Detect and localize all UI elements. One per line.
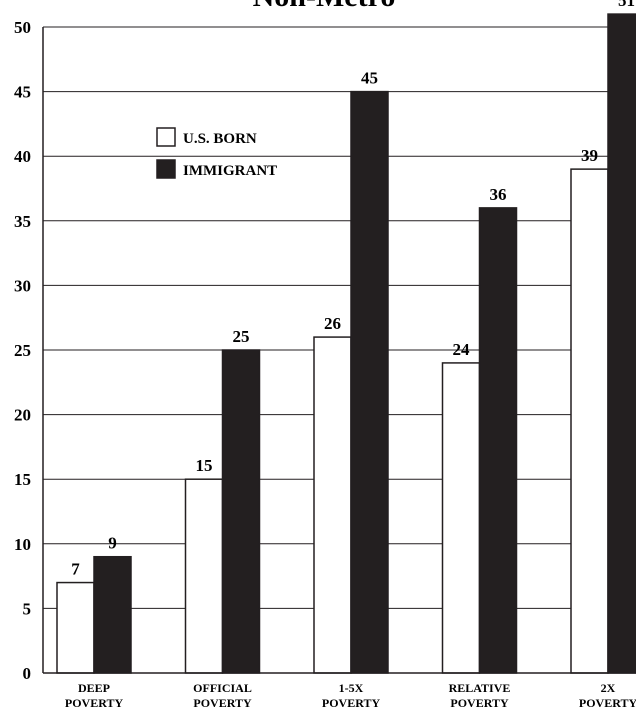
bar (93, 555, 132, 674)
bar (313, 336, 352, 674)
data-labels: 7 9 15 25 26 45 24 36 39 51 (71, 0, 635, 579)
bar (570, 168, 609, 674)
bar (221, 349, 261, 674)
bar (350, 90, 389, 674)
data-label: 9 (108, 534, 117, 553)
x-tick-label: 1-5X (339, 681, 364, 695)
bar (607, 13, 636, 674)
y-tick-label: 20 (14, 406, 31, 425)
x-tick-label: POVERTY (65, 696, 124, 710)
legend-label: IMMIGRANT (183, 163, 277, 179)
y-tick-labels: 0 5 10 15 20 25 30 35 40 45 50 (14, 18, 31, 683)
y-tick-label: 45 (14, 83, 31, 102)
x-tick-label: RELATIVE (449, 681, 511, 695)
y-tick-label: 40 (14, 147, 31, 166)
bar (478, 207, 518, 674)
y-tick-label: 50 (14, 18, 31, 37)
data-label: 36 (490, 185, 507, 204)
legend-label: U.S. BORN (183, 131, 257, 147)
bar (56, 581, 95, 674)
y-tick-label: 15 (14, 470, 31, 489)
x-tick-label: POVERTY (579, 696, 636, 710)
x-tick-label: OFFICIAL (193, 681, 252, 695)
y-tick-label: 30 (14, 276, 31, 295)
x-tick-label: POVERTY (450, 696, 509, 710)
axes (42, 27, 636, 674)
x-tick-label: POVERTY (322, 696, 381, 710)
y-tick-label: 0 (23, 664, 32, 683)
data-label: 24 (453, 340, 471, 359)
data-label: 39 (581, 146, 598, 165)
x-tick-label: DEEP (78, 681, 110, 695)
y-tick-label: 35 (14, 212, 31, 231)
legend-swatch (156, 127, 176, 147)
legend-swatch (156, 159, 176, 179)
y-tick-label: 10 (14, 535, 31, 554)
y-tick-label: 5 (23, 599, 32, 618)
x-tick-labels: DEEPPOVERTYOFFICIALPOVERTY1-5XPOVERTYREL… (65, 681, 636, 710)
bars (56, 13, 636, 674)
data-label: 26 (324, 314, 341, 333)
data-label: 51 (618, 0, 635, 10)
data-label: 45 (361, 69, 378, 88)
data-label: 25 (233, 327, 250, 346)
x-tick-label: POVERTY (193, 696, 252, 710)
chart-title: Non-Metro (253, 0, 396, 13)
x-tick-label: 2X (601, 681, 616, 695)
data-label: 7 (71, 560, 80, 579)
legend: U.S. BORN IMMIGRANT (156, 127, 277, 179)
bar (184, 478, 224, 674)
y-tick-label: 25 (14, 341, 31, 360)
bar (441, 362, 481, 674)
data-label: 15 (196, 456, 213, 475)
